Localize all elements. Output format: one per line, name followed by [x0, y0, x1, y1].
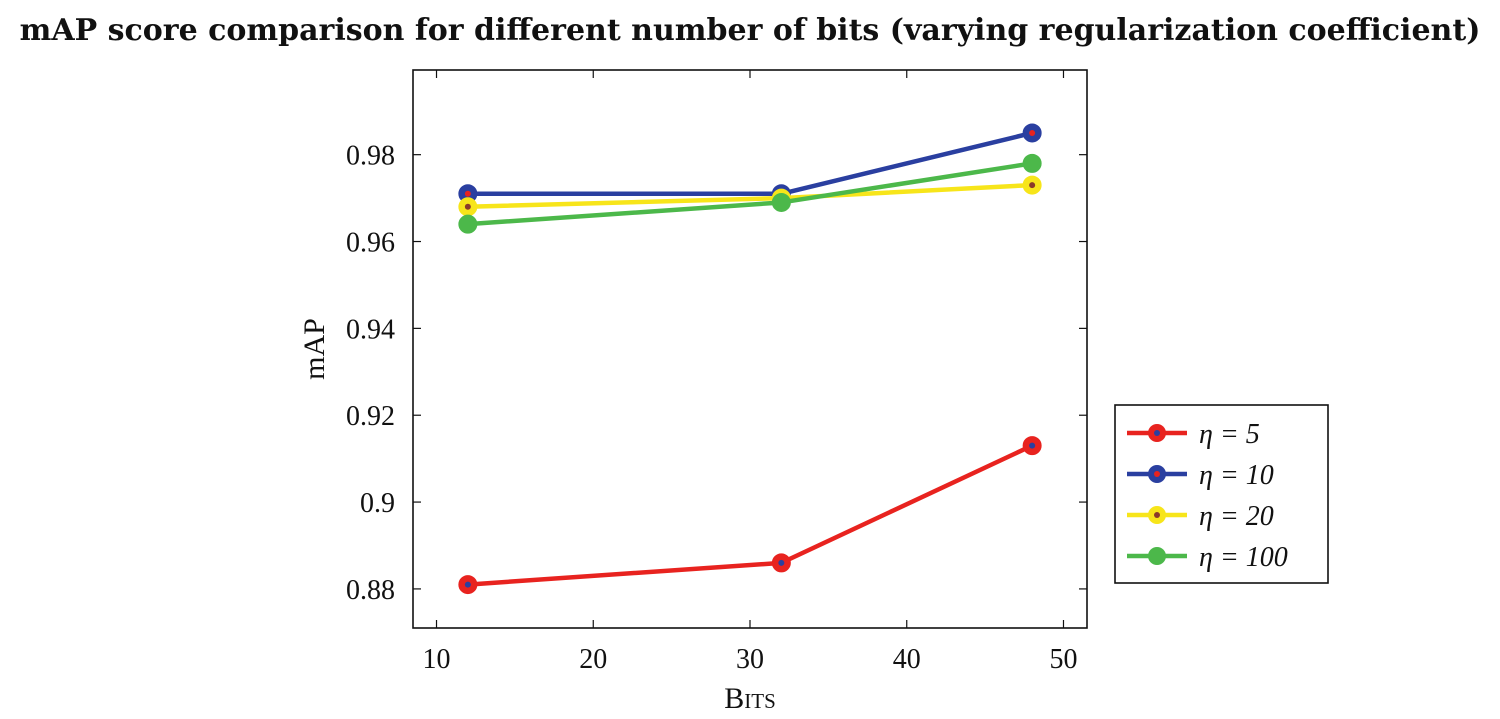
legend-marker-center-4 [1154, 553, 1160, 559]
y-axis-label: mAP [298, 318, 331, 380]
legend-marker-center-2 [1154, 471, 1160, 477]
y-tick-label: 0.92 [346, 401, 395, 432]
legend-label-4: η = 100 [1199, 542, 1288, 573]
y-tick-label: 0.98 [346, 141, 395, 172]
x-axis-label: Bits [724, 682, 776, 714]
legend-marker-center-3 [1154, 512, 1160, 518]
data-point-center-4 [464, 221, 471, 228]
data-point-center-1 [778, 559, 785, 566]
data-point-center-2 [1029, 129, 1036, 136]
legend-label-3: η = 20 [1199, 501, 1274, 532]
data-point-center-3 [464, 203, 471, 210]
plot-area: 10 20 30 40 50 0.88 0.9 0.92 0.94 0.96 0.98 Bits mAP [298, 69, 1088, 715]
data-point-center-3 [1029, 182, 1036, 189]
legend-label-2: η = 10 [1199, 460, 1274, 491]
chart-title: mAP score comparison for different numbe… [20, 13, 1481, 48]
series-line-1 [467, 443, 1034, 587]
legend-label-1: η = 5 [1199, 419, 1260, 450]
y-tick-label: 0.9 [360, 488, 395, 519]
x-tick-label: 30 [736, 644, 764, 675]
data-point-center-4 [778, 199, 785, 206]
data-point-center-4 [1029, 160, 1036, 167]
data-point-center-2 [464, 190, 471, 197]
data-point-center-1 [1029, 442, 1036, 449]
x-tick-label: 40 [893, 644, 921, 675]
legend-marker-center-1 [1154, 430, 1160, 436]
y-tick-label: 0.96 [346, 228, 395, 259]
data-point-center-1 [464, 581, 471, 588]
plot-frame [412, 69, 1088, 629]
series-line-2 [467, 130, 1033, 197]
y-tick-label: 0.94 [346, 314, 395, 345]
x-tick-label: 20 [579, 644, 607, 675]
x-tick-label: 10 [423, 644, 451, 675]
y-tick-label: 0.88 [346, 575, 395, 606]
x-tick-label: 50 [1049, 644, 1077, 675]
legend: η = 5 η = 10 η = 20 η = 100 [1114, 404, 1329, 584]
